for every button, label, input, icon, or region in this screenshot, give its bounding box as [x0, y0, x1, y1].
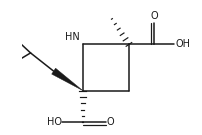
- Text: O: O: [151, 11, 158, 21]
- Text: O: O: [106, 117, 114, 127]
- Text: OH: OH: [175, 39, 190, 49]
- Polygon shape: [52, 68, 83, 91]
- Text: HO: HO: [46, 117, 62, 127]
- Text: HN: HN: [65, 32, 80, 42]
